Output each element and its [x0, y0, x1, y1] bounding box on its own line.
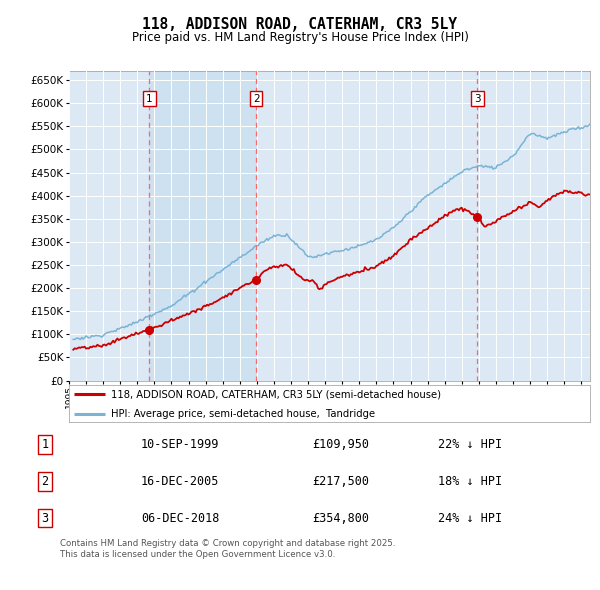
Text: HPI: Average price, semi-detached house,  Tandridge: HPI: Average price, semi-detached house,… [110, 409, 375, 419]
Text: 24% ↓ HPI: 24% ↓ HPI [438, 512, 502, 525]
Text: £354,800: £354,800 [312, 512, 369, 525]
Text: 3: 3 [474, 94, 481, 103]
Text: 06-DEC-2018: 06-DEC-2018 [141, 512, 220, 525]
Text: 22% ↓ HPI: 22% ↓ HPI [438, 438, 502, 451]
Text: 118, ADDISON ROAD, CATERHAM, CR3 5LY (semi-detached house): 118, ADDISON ROAD, CATERHAM, CR3 5LY (se… [110, 389, 440, 399]
Text: £109,950: £109,950 [312, 438, 369, 451]
Text: 3: 3 [41, 512, 49, 525]
Bar [149, 71, 256, 381]
Text: 18% ↓ HPI: 18% ↓ HPI [438, 475, 502, 488]
Text: £217,500: £217,500 [312, 475, 369, 488]
Text: 2: 2 [253, 94, 259, 103]
Text: 10-SEP-1999: 10-SEP-1999 [141, 438, 220, 451]
Text: 118, ADDISON ROAD, CATERHAM, CR3 5LY: 118, ADDISON ROAD, CATERHAM, CR3 5LY [143, 17, 458, 31]
Text: 2: 2 [41, 475, 49, 488]
Text: Contains HM Land Registry data © Crown copyright and database right 2025.
This d: Contains HM Land Registry data © Crown c… [60, 539, 395, 559]
Text: 16-DEC-2005: 16-DEC-2005 [141, 475, 220, 488]
Text: Price paid vs. HM Land Registry's House Price Index (HPI): Price paid vs. HM Land Registry's House … [131, 31, 469, 44]
Text: 1: 1 [41, 438, 49, 451]
Text: 1: 1 [146, 94, 153, 103]
